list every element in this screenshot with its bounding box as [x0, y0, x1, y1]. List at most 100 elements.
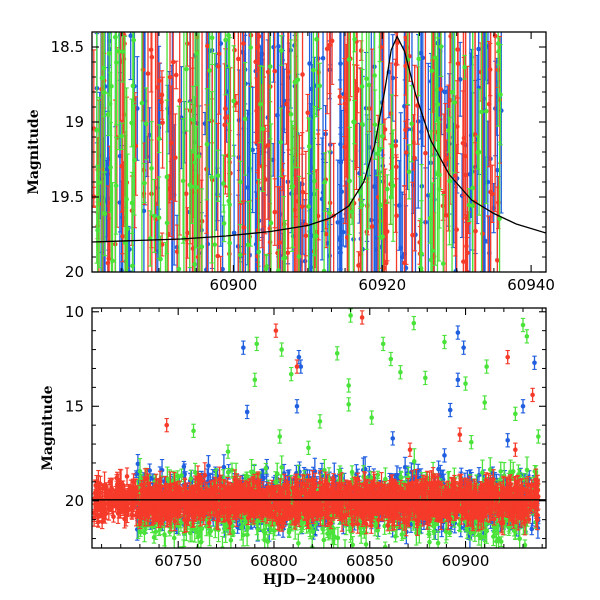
- top-green-point: [130, 263, 135, 269]
- top-red-point: [170, 59, 176, 65]
- top-green-point: [290, 184, 296, 189]
- top-red-point: [356, 263, 361, 268]
- top-green-point: [196, 154, 202, 159]
- top-green-point: [359, 202, 365, 208]
- top-red-point: [107, 272, 112, 277]
- top-red-point: [358, 48, 364, 53]
- top-green-point: [436, 186, 442, 192]
- top-green-point: [180, 178, 186, 184]
- top-red-point: [160, 120, 165, 125]
- top-green-point: [438, 44, 444, 49]
- top-green-point: [105, 112, 111, 117]
- top-green-point: [384, 186, 390, 192]
- top-blue-point: [495, 167, 500, 173]
- top-green-point: [406, 169, 412, 175]
- top-green-point: [143, 121, 149, 127]
- top-green-point: [296, 254, 302, 259]
- top-red-point: [454, 227, 460, 232]
- top-green-point: [346, 57, 352, 62]
- top-red-point: [461, 259, 466, 264]
- top-red-point: [149, 54, 155, 60]
- top-green-point: [184, 66, 189, 72]
- top-red-point: [285, 250, 291, 256]
- top-green-point: [114, 60, 119, 65]
- top-red-point: [277, 240, 282, 245]
- top-red-point: [265, 142, 271, 148]
- top-green-point: [215, 173, 221, 179]
- top-green-point: [267, 64, 273, 69]
- top-red-point: [241, 225, 247, 230]
- top-y-tick-label: 19.5: [51, 188, 84, 206]
- top-blue-point: [467, 172, 473, 177]
- top-blue-point: [275, 112, 280, 118]
- top-green-point: [142, 180, 147, 186]
- top-red-point: [423, 150, 428, 156]
- top-blue-point: [127, 247, 132, 252]
- top-green-point: [189, 184, 194, 189]
- top-red-point: [403, 127, 408, 133]
- top-green-point: [120, 49, 125, 55]
- top-red-point: [185, 41, 190, 46]
- top-red-point: [329, 38, 335, 44]
- top-frame: [91, 31, 547, 273]
- top-red-point: [465, 250, 470, 256]
- top-green-point: [199, 244, 205, 249]
- top-red-point: [272, 68, 278, 74]
- top-red-point: [323, 231, 329, 237]
- top-green-point: [116, 49, 122, 54]
- top-blue-point: [442, 89, 448, 95]
- top-green-point: [429, 248, 435, 254]
- top-green-point: [449, 89, 455, 95]
- top-green-point: [375, 151, 380, 157]
- top-red-point: [232, 47, 237, 53]
- top-red-point: [145, 71, 151, 76]
- top-green-point: [156, 136, 162, 141]
- top-green-point: [466, 202, 472, 208]
- top-red-point: [388, 111, 394, 116]
- bottom-blue-point: [221, 464, 227, 470]
- top-green-point: [282, 255, 288, 261]
- top-green-point: [366, 82, 372, 88]
- top-blue-point: [165, 106, 171, 111]
- top-green-point: [349, 209, 355, 214]
- top-red-point: [148, 47, 154, 53]
- top-red-point: [383, 260, 389, 266]
- top-red-point: [305, 110, 311, 116]
- top-green-point: [207, 68, 212, 73]
- top-red-point: [241, 41, 246, 46]
- top-green-point: [260, 126, 266, 132]
- top-y-tick-label: 19: [65, 113, 84, 131]
- top-green-point: [226, 33, 231, 38]
- top-green-point: [276, 268, 281, 272]
- top-tick-labels: 60900 60920 60940 18.5 19 19.5 20: [51, 38, 555, 294]
- top-red-point: [156, 78, 162, 84]
- top-green-point: [462, 64, 467, 70]
- top-red-point: [159, 92, 165, 98]
- top-blue-point: [220, 266, 225, 272]
- top-green-point: [256, 249, 261, 255]
- top-red-point: [438, 86, 443, 92]
- top-green-point: [130, 83, 136, 89]
- top-red-point: [173, 72, 179, 78]
- top-green-point: [364, 76, 369, 82]
- top-y-tick-label: 20: [65, 263, 84, 281]
- top-red-point: [105, 260, 111, 266]
- top-green-point: [419, 251, 424, 257]
- top-panel: 60900 60920 60940 18.5 19 19.5 20 Magnitude: [26, 31, 555, 294]
- top-red-point: [395, 40, 400, 46]
- top-red-point: [223, 106, 228, 111]
- top-blue-point: [340, 229, 346, 235]
- top-green-point: [96, 180, 102, 185]
- top-green-point: [101, 65, 107, 71]
- top-green-point: [311, 67, 316, 73]
- top-red-point: [173, 155, 178, 160]
- top-green-point: [498, 92, 503, 97]
- top-blue-point: [335, 220, 341, 225]
- bottom-blue-point: [206, 463, 211, 469]
- top-red-point: [393, 143, 398, 149]
- top-green-point: [321, 268, 327, 272]
- top-red-point: [216, 51, 222, 57]
- top-green-point: [149, 166, 154, 171]
- top-green-point: [357, 190, 363, 195]
